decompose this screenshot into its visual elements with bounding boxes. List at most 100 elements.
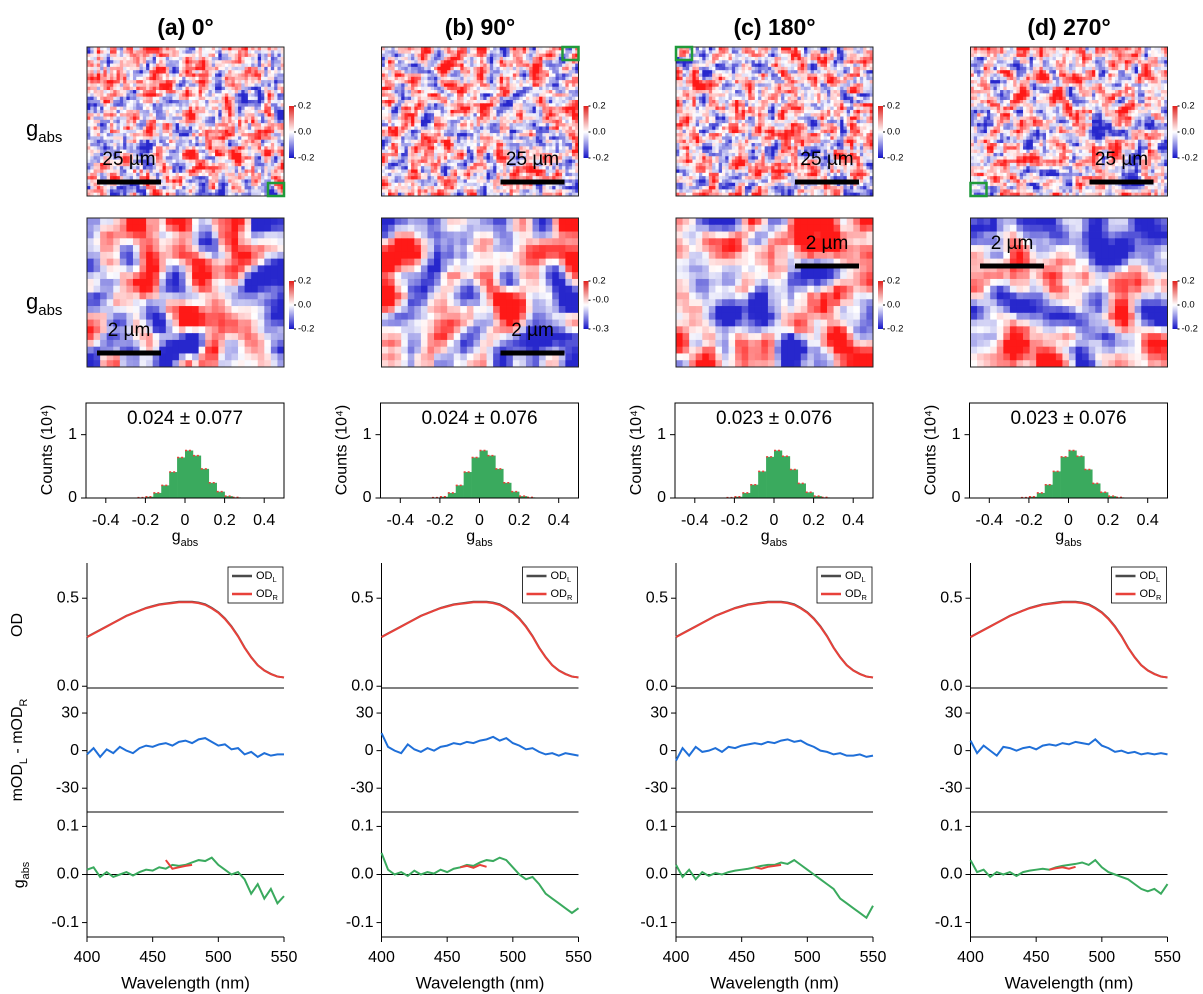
map-cell: [441, 73, 445, 77]
map-cell: [500, 54, 504, 58]
map-cell: [212, 186, 216, 190]
map-cell: [195, 64, 199, 68]
map-cell: [421, 126, 425, 130]
map-cell: [172, 50, 176, 54]
map-cell: [90, 87, 94, 91]
map-cell: [271, 90, 275, 94]
map-cell: [523, 47, 527, 51]
map-cell: [212, 107, 216, 111]
map-cell: [117, 100, 121, 104]
map-cell: [238, 265, 245, 272]
map-cell: [208, 130, 212, 134]
map-cell: [539, 126, 543, 130]
map-cell: [166, 60, 170, 64]
map-cell: [163, 176, 167, 180]
map-cell: [470, 54, 474, 58]
map-cell: [182, 67, 186, 71]
map-cell: [523, 54, 527, 58]
map-cell: [110, 70, 114, 74]
map-cell: [533, 64, 537, 68]
map-cell: [130, 93, 134, 97]
map-cell: [87, 120, 91, 124]
map-cell: [97, 156, 101, 160]
map-cell: [199, 103, 203, 107]
map-cell: [195, 70, 199, 74]
map-cell: [258, 80, 262, 84]
map-cell: [460, 117, 464, 121]
map-cell: [539, 90, 543, 94]
map-cell: [569, 87, 573, 91]
map-cell: [179, 64, 183, 68]
map-cell: [169, 166, 173, 170]
map-cell: [274, 120, 278, 124]
map-cell: [431, 87, 435, 91]
map-cell: [133, 123, 137, 127]
map-cell: [271, 326, 278, 333]
map-cell: [258, 54, 262, 58]
map-cell: [447, 93, 451, 97]
map-cell: [251, 320, 258, 327]
map-cell: [470, 120, 474, 124]
map-cell: [172, 64, 176, 68]
map-cell: [493, 83, 497, 87]
map-cell: [235, 176, 239, 180]
map-cell: [166, 265, 173, 272]
map-cell: [107, 80, 111, 84]
map-cell: [404, 47, 408, 51]
map-cell: [238, 259, 245, 266]
map-cell: [202, 123, 206, 127]
map-cell: [408, 97, 412, 101]
map-cell: [503, 67, 507, 71]
map-cell: [120, 245, 127, 252]
map-cell: [186, 238, 193, 245]
map-image: [382, 47, 579, 196]
map-cell: [261, 54, 265, 58]
map-cell: [264, 93, 268, 97]
map-cell: [382, 120, 386, 124]
map-cell: [100, 117, 104, 121]
map-cell: [268, 93, 272, 97]
map-cell: [539, 60, 543, 64]
map-cell: [533, 97, 537, 101]
map-cell: [228, 97, 232, 101]
map-cell: [113, 279, 120, 286]
map-cell: [427, 97, 431, 101]
map-cell: [94, 50, 98, 54]
map-cell: [156, 57, 160, 61]
map-cell: [562, 103, 566, 107]
map-cell: [572, 93, 576, 97]
map-cell: [195, 133, 199, 137]
map-cell: [143, 77, 147, 81]
map-cell: [434, 100, 438, 104]
map-cell: [500, 73, 504, 77]
label-text: - mOD: [9, 706, 26, 758]
map-cell: [431, 103, 435, 107]
map-cell: [130, 117, 134, 121]
map-cell: [251, 107, 255, 111]
map-cell: [241, 173, 245, 177]
map-cell: [424, 97, 428, 101]
map-cell: [261, 173, 265, 177]
map-cell: [169, 100, 173, 104]
map-cell: [241, 136, 245, 140]
map-cell: [166, 186, 170, 190]
map-cell: [107, 83, 111, 87]
map-cell: [159, 107, 163, 111]
map-cell: [228, 103, 232, 107]
map-cell: [166, 103, 170, 107]
map-cell: [163, 170, 167, 174]
map-cell: [195, 130, 199, 134]
label-text: g: [172, 528, 181, 545]
map-cell: [97, 130, 101, 134]
map-cell: [90, 103, 94, 107]
map-cell: [159, 265, 166, 272]
map-cell: [218, 77, 222, 81]
map-cell: [202, 103, 206, 107]
map-cell: [258, 245, 265, 252]
map-cell: [464, 100, 468, 104]
map-cell: [179, 286, 186, 293]
map-cell: [503, 113, 507, 117]
map-cell: [431, 77, 435, 81]
map-cell: [274, 146, 278, 150]
map-cell: [176, 160, 180, 164]
